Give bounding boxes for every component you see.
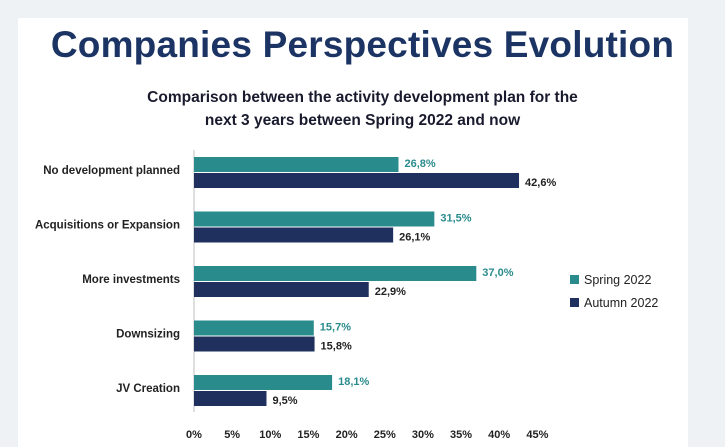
category-label: No development planned (43, 165, 180, 177)
x-tick-label: 30% (412, 429, 434, 441)
data-label: 42,6% (525, 177, 556, 189)
bar-autumn (194, 336, 315, 352)
x-tick-label: 35% (450, 429, 472, 441)
chart-legend: Spring 2022 Autumn 2022 (570, 268, 658, 314)
data-label: 9,5% (272, 395, 297, 407)
category-label: Acquisitions or Expansion (35, 220, 180, 232)
bar-autumn (194, 227, 394, 243)
bar-autumn (194, 282, 369, 297)
category-label: JV Creation (116, 383, 180, 395)
category-label: More investments (82, 274, 180, 286)
bar-autumn (194, 173, 520, 188)
legend-label-autumn: Autumn 2022 (584, 295, 659, 310)
x-tick-label: 45% (526, 429, 548, 441)
legend-item-autumn: Autumn 2022 (570, 291, 658, 314)
subtitle-line-2: next 3 years between Spring 2022 and now (204, 112, 521, 129)
data-label: 15,7% (320, 322, 351, 334)
x-tick-label: 5% (224, 429, 240, 441)
category-label: Downsizing (116, 329, 180, 341)
x-tick-label: 20% (336, 429, 358, 441)
chart-title: Companies Perspectives Evolution (50, 24, 675, 65)
data-label: 15,8% (321, 341, 352, 353)
bar-spring (194, 320, 314, 336)
data-label: 22,9% (375, 286, 406, 298)
legend-swatch-spring (570, 275, 579, 284)
bar-spring (194, 266, 477, 281)
legend-label-spring: Spring 2022 (584, 272, 652, 287)
legend-item-spring: Spring 2022 (570, 268, 658, 291)
x-tick-label: 0% (186, 429, 202, 441)
x-tick-label: 10% (259, 429, 281, 441)
subtitle-line-1: Comparison between the activity developm… (147, 89, 578, 106)
x-tick-label: 15% (297, 429, 319, 441)
chart-subtitle: Comparison between the activity developm… (0, 86, 725, 132)
bar-autumn (194, 391, 267, 406)
bar-spring (194, 375, 333, 390)
data-label: 37,0% (482, 267, 513, 279)
data-label: 31,5% (440, 213, 471, 225)
data-label: 26,1% (399, 232, 430, 244)
x-tick-label: 25% (374, 429, 396, 441)
legend-swatch-autumn (570, 298, 579, 307)
x-tick-label: 40% (488, 429, 510, 441)
bar-spring (194, 157, 399, 172)
data-label: 26,8% (404, 158, 435, 170)
bar-spring (194, 211, 435, 227)
data-label: 18,1% (338, 376, 369, 388)
